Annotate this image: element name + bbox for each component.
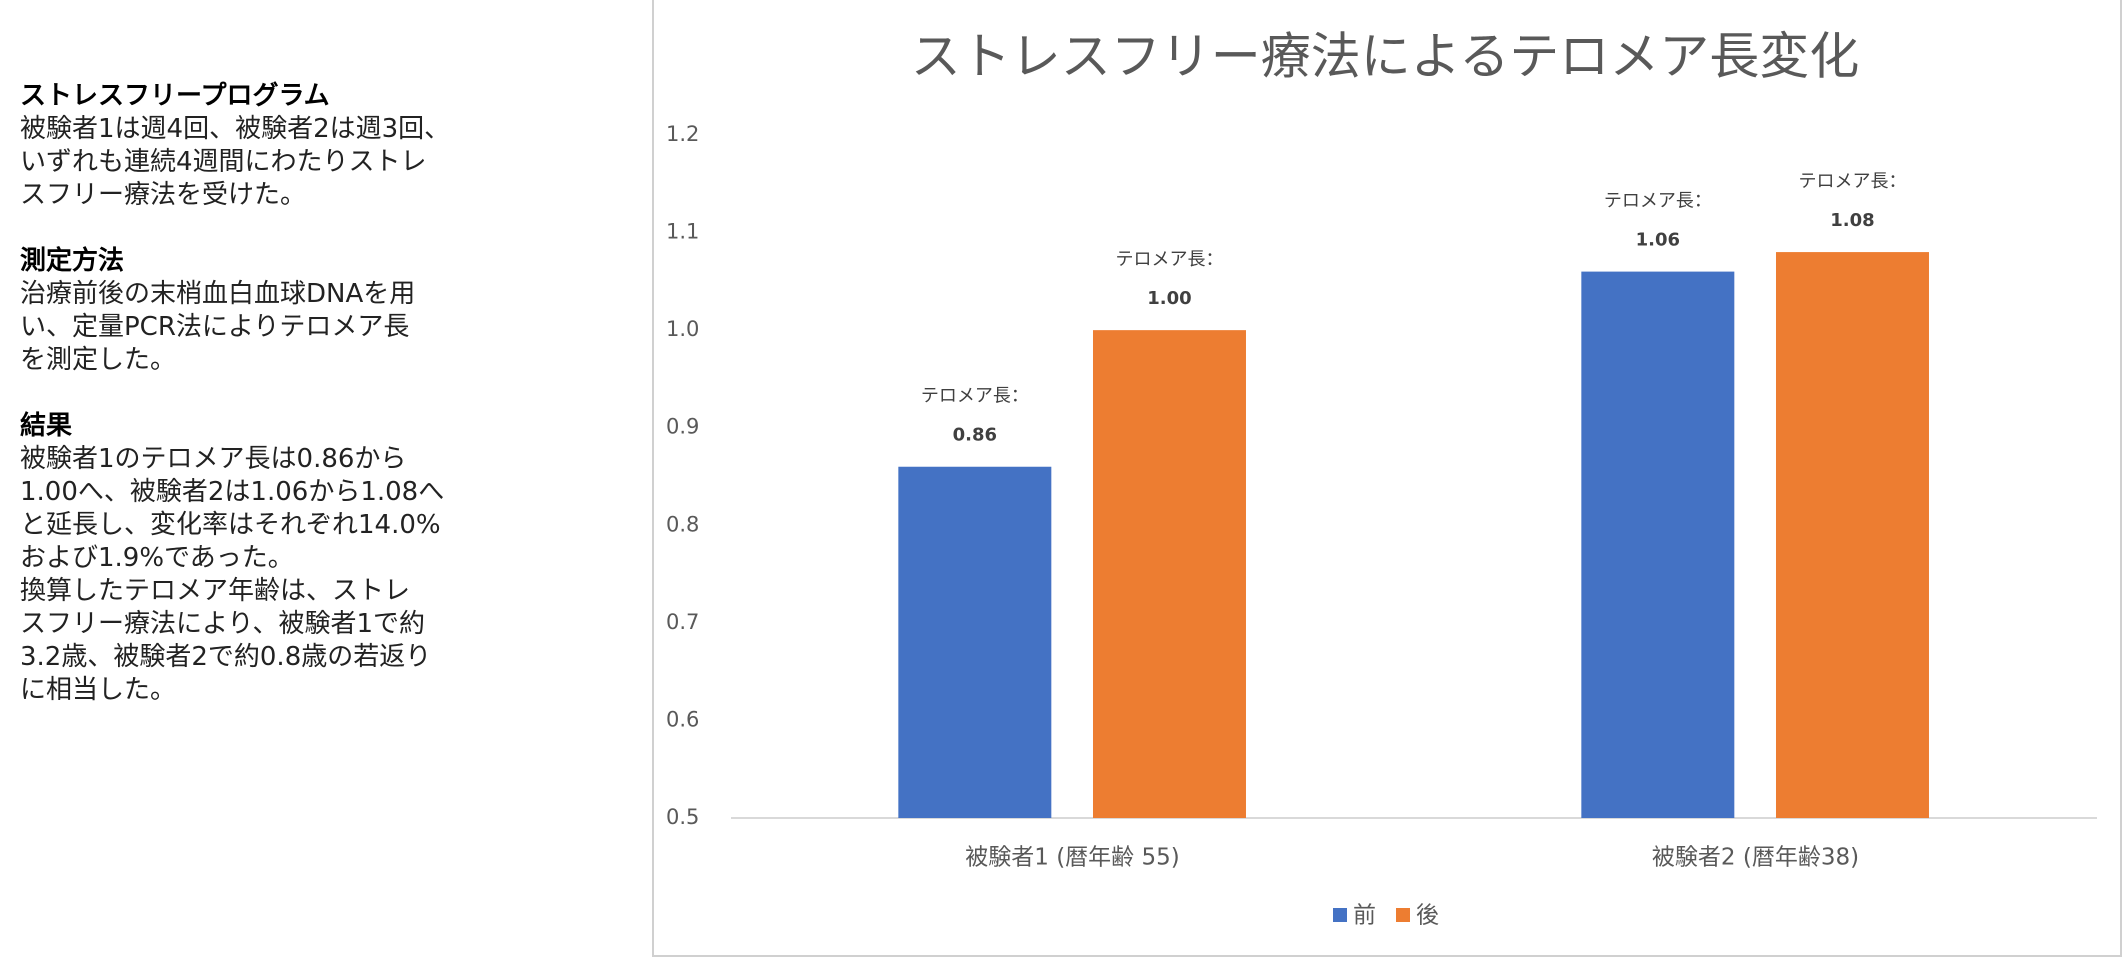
note-line: 被験者1は週4回、被験者2は週3回、 [20,114,451,144]
note-heading: ストレスフリープログラム [20,81,330,111]
y-tick-label: 1.0 [666,317,699,341]
x-tick-label: 被験者1 (暦年齢 55) [965,845,1179,871]
y-tick-label: 0.9 [666,415,699,439]
legend-label: 後 [1416,903,1439,929]
note-line: 被験者1のテロメア長は0.86から [20,444,407,474]
data-label-prefix: テロメア長： [1604,191,1712,212]
note-line: い、定量PCR法によりテロメア長 [20,312,410,342]
data-label-prefix: テロメア長： [1798,171,1906,192]
notes: ストレスフリープログラム 被験者1は週4回、被験者2は週3回、 いずれも連続4週間に… [20,80,640,740]
bar [1581,271,1735,819]
chart-frame [652,0,2122,957]
y-tick-label: 1.1 [666,220,699,244]
legend-label: 前 [1353,903,1376,929]
y-tick-label: 0.6 [666,707,699,731]
data-label-prefix: テロメア長： [1115,249,1223,270]
note-line: 治療前後の末梢血白血球DNAを用 [20,279,416,309]
data-label: 1.08 [1830,210,1874,231]
note-line: および1.9%であった。 [20,543,294,573]
note-line: 換算したテロメア年齢は、ストレ [20,576,411,606]
bar [1775,252,1929,819]
data-label: 1.06 [1636,230,1680,251]
note-section: 測定方法 治療前後の末梢血白血球DNAを用 い、定量PCR法によりテロメア長 を測定し… [20,245,640,377]
chart-title: ストレスフリー療法によるテロメア長変化 [911,28,1860,86]
note-heading: 結果 [20,411,73,441]
y-tick-label: 0.8 [666,512,699,536]
note-line: スフリー療法により、被験者1で約 [20,609,425,639]
note-line: スフリー療法を受けた。 [20,180,307,210]
bar [1092,330,1246,818]
legend-swatch [1333,908,1347,922]
note-line: 1.00へ、被験者2は1.06から1.08へ [20,477,445,507]
note-heading: 測定方法 [20,246,125,276]
bar [898,466,1052,818]
x-tick-label: 被験者2 (暦年齢38) [1652,845,1859,871]
note-section: 結果 被験者1のテロメア長は0.86から 1.00へ、被験者2は1.06から1.08… [20,410,640,707]
y-tick-label: 1.2 [666,122,699,146]
data-label-prefix: テロメア長： [921,386,1029,407]
note-line: を測定した。 [20,345,177,375]
note-line: いずれも連続4週間にわたりストレ [20,147,427,177]
legend-swatch [1396,908,1410,922]
y-tick-label: 0.7 [666,610,699,634]
note-line: に相当した。 [20,675,177,705]
note-section: ストレスフリープログラム 被験者1は週4回、被験者2は週3回、 いずれも連続4週間に… [20,80,640,212]
note-line: 3.2歳、被験者2で約0.8歳の若返り [20,642,432,672]
data-label: 0.86 [953,425,997,446]
note-line: と延長し、変化率はそれぞれ14.0% [20,510,441,540]
y-tick-label: 0.5 [666,805,699,829]
data-label: 1.00 [1147,288,1191,309]
